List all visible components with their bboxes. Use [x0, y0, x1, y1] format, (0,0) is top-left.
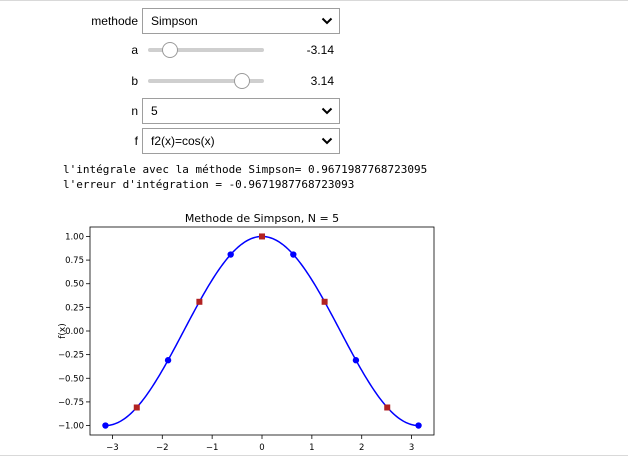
node-point [415, 422, 422, 429]
node-point [352, 357, 360, 364]
f-value: f2(x)=cos(x) [151, 134, 215, 148]
n-dropdown[interactable]: 5 [142, 98, 340, 124]
midpoint-square [321, 298, 328, 305]
f-label: f [134, 134, 138, 148]
f-dropdown[interactable]: f2(x)=cos(x) [142, 128, 340, 154]
node-point [164, 357, 172, 364]
a-slider-track [148, 48, 264, 52]
x-tick-label: 2 [359, 443, 364, 452]
methode-value: Simpson [151, 14, 198, 28]
y-tick-label: −0.50 [58, 374, 84, 384]
plot-frame [89, 226, 435, 436]
b-slider-track [148, 79, 264, 83]
f-row: f f2(x)=cos(x) [0, 128, 628, 154]
a-slider[interactable] [148, 37, 264, 63]
chevron-down-icon [321, 107, 333, 115]
top-divider [0, 0, 628, 1]
methode-dropdown[interactable]: Simpson [142, 8, 340, 34]
a-value-readout[interactable]: -3.14 [306, 43, 334, 57]
y-tick-label: 1.00 [65, 232, 84, 242]
chart-title: Methode de Simpson, N = 5 [185, 212, 339, 225]
x-tick-label: −3 [106, 443, 119, 452]
y-tick-label: −0.25 [58, 351, 84, 361]
a-slider-handle[interactable] [161, 42, 178, 58]
node-point [227, 251, 234, 258]
x-tick-label: 1 [309, 443, 314, 452]
methode-row: methode Simpson [0, 8, 628, 34]
integral-result-text: l'intégrale avec la méthode Simpson= 0.9… [63, 163, 428, 176]
midpoint-square [133, 404, 140, 411]
y-tick-label: 0.00 [65, 327, 84, 337]
simpson-plot: Methode de Simpson, N = 5 −3 −2 −1 0 1 2 3 1.00 0… [58, 212, 435, 452]
b-label: b [131, 74, 138, 88]
b-slider[interactable] [148, 68, 264, 94]
b-slider-handle[interactable] [234, 73, 251, 89]
node-point [102, 422, 109, 429]
midpoint-square [259, 233, 265, 240]
b-value-readout[interactable]: 3.14 [310, 74, 334, 88]
y-axis-label: f(x) [58, 323, 68, 339]
y-tick-label: 0.25 [65, 303, 84, 313]
chevron-down-icon [321, 17, 333, 25]
b-row: b 3.14 [0, 68, 628, 94]
midpoint-square [384, 404, 391, 411]
n-value: 5 [151, 104, 158, 118]
n-label: n [131, 104, 138, 118]
a-row: a -3.14 [0, 37, 628, 63]
y-tick-label: 0.50 [65, 280, 84, 290]
x-tick-label: −2 [156, 443, 169, 452]
chevron-down-icon [321, 137, 333, 145]
x-tick-label: 3 [409, 443, 414, 452]
x-tick-label: −1 [206, 443, 219, 452]
y-tick-label: −0.75 [58, 398, 84, 408]
a-label: a [131, 43, 138, 57]
y-tick-label: 0.75 [65, 256, 84, 266]
integration-error-text: l'erreur d'intégration = -0.967198776872… [63, 178, 355, 191]
x-tick-label: 0 [259, 443, 264, 452]
n-row: n 5 [0, 98, 628, 124]
y-tick-label: −1.00 [58, 422, 84, 432]
node-point [290, 251, 297, 258]
methode-label: methode [91, 14, 138, 28]
midpoint-square [196, 298, 203, 305]
